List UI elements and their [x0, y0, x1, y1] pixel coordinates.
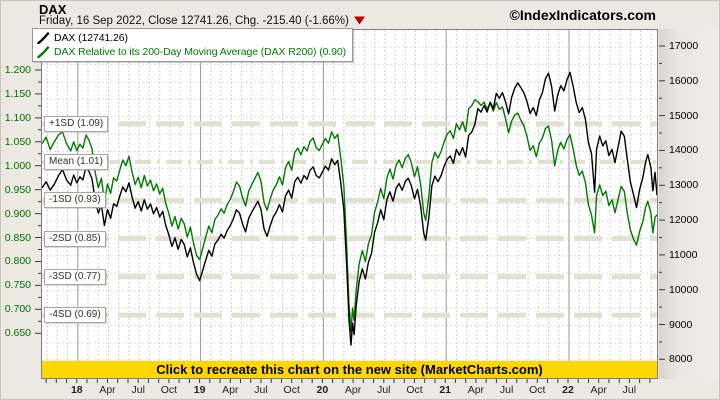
change-down-triangle-icon: [353, 16, 365, 25]
recreate-chart-banner[interactable]: Click to recreate this chart on the new …: [42, 361, 657, 378]
series-line-dax-r200: [42, 99, 657, 333]
x-axis-label: Apr: [222, 384, 239, 396]
left-axis-label: 0.900: [4, 207, 31, 220]
x-axis-label: 20: [316, 384, 329, 396]
x-axis-label: 18: [70, 384, 83, 396]
sd-label: +1SD (1.09): [44, 115, 109, 132]
left-axis-label: 1.200: [4, 64, 31, 76]
x-axis-label: Apr: [99, 384, 116, 396]
x-axis-label: Jul: [254, 384, 268, 396]
x-axis-label: 19: [193, 384, 206, 396]
sd-label: Mean (1.01): [44, 153, 108, 170]
left-axis-label: 0.700: [4, 303, 31, 316]
left-axis-label: 0.750: [4, 279, 31, 292]
x-axis-label: Jul: [377, 384, 391, 396]
x-axis-label: Jul: [131, 384, 145, 396]
left-axis-label: 1.150: [4, 87, 31, 100]
left-axis-label: 1.000: [4, 159, 31, 172]
right-axis-label: 13000: [669, 179, 699, 192]
sd-label: -2SD (0.85): [44, 230, 106, 247]
x-axis-label: Oct: [406, 384, 423, 396]
right-axis-label: 16000: [669, 74, 699, 87]
chart-subtitle: Friday, 16 Sep 2022, Close 12741.26, Chg…: [39, 15, 366, 27]
right-axis-label: 15000: [669, 109, 699, 122]
legend-label-dax-r200: DAX Relative to its 200-Day Moving Avera…: [54, 46, 347, 58]
series-line-dax: [42, 71, 657, 346]
page-title: DAX: [39, 2, 67, 17]
copyright-brand: ©IndexIndicators.com: [509, 7, 656, 23]
left-axis-label: 0.850: [4, 231, 31, 244]
legend-item-dax-r200[interactable]: DAX Relative to its 200-Day Moving Avera…: [37, 45, 346, 59]
left-axis-ticks: [35, 69, 41, 334]
pen-stroke-icon: [37, 31, 50, 44]
right-axis-label: 11000: [669, 248, 698, 261]
subtitle-text: Friday, 16 Sep 2022, Close 12741.26, Chg…: [39, 15, 349, 27]
plot-canvas: [42, 30, 657, 378]
right-axis-background: [659, 29, 719, 379]
left-axis-label: 1.050: [4, 135, 31, 148]
left-axis-label: 0.800: [4, 255, 31, 268]
x-axis-label: 21: [439, 384, 452, 396]
right-axis-label: 10000: [669, 283, 699, 296]
x-axis-label: Apr: [467, 384, 485, 396]
x-axis-label: 22: [562, 384, 574, 396]
legend-box: DAX (12741.26) DAX Relative to its 200-D…: [32, 28, 354, 62]
right-axis-label: 8000: [669, 353, 693, 366]
x-axis-ticks: [45, 379, 651, 383]
left-axis-label: 0.950: [4, 183, 31, 196]
x-axis-label: Oct: [283, 384, 300, 396]
x-axis-label: Apr: [590, 384, 607, 396]
right-axis-ticks: [659, 45, 665, 360]
right-axis-label: 14000: [669, 144, 699, 157]
legend-item-dax[interactable]: DAX (12741.26): [37, 31, 346, 45]
x-axis-label: Oct: [160, 384, 178, 396]
legend-label-dax: DAX (12741.26): [54, 32, 128, 44]
x-axis-label: Jul: [499, 384, 514, 396]
x-axis-label: Apr: [344, 384, 362, 396]
sd-label: -4SD (0.69): [44, 307, 106, 324]
sd-label: -1SD (0.93): [44, 192, 106, 209]
sd-label: -3SD (0.77): [44, 268, 106, 285]
x-axis-label: Jul: [622, 384, 637, 396]
left-axis-label: 0.650: [4, 327, 31, 340]
plot-area: +1SD (1.09) Mean (1.01) -1SD (0.93) -2SD (0…: [41, 29, 658, 379]
right-axis-label: 9000: [669, 318, 693, 331]
left-axis-label: 1.100: [4, 111, 31, 124]
right-axis-label: 12000: [669, 214, 699, 227]
pen-stroke-icon: [37, 45, 50, 58]
banner-text: Click to recreate this chart on the new …: [156, 362, 543, 377]
right-axis-label: 17000: [669, 40, 699, 52]
x-axis-label: Oct: [529, 384, 546, 396]
